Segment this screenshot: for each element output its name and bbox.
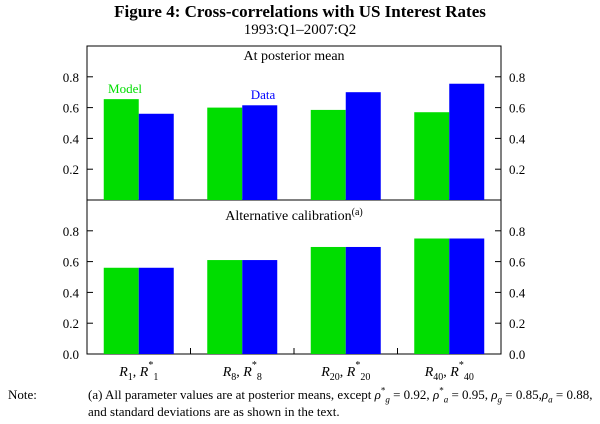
- y-tick-label-left: 0.2: [63, 316, 79, 331]
- bar-posterior-data-2: [242, 105, 278, 200]
- y-tick-label-left: 0.4: [63, 285, 80, 300]
- y-tick-label-left: 0.4: [63, 131, 80, 146]
- y-tick-label-left: 0.2: [63, 162, 79, 177]
- y-tick-label-right: 0.2: [509, 162, 525, 177]
- bar-posterior-data-4: [449, 83, 485, 200]
- bottom-panel-title: Alternative calibration(a): [225, 207, 362, 224]
- bar-alternative-data-4: [449, 238, 485, 354]
- legend-model-label: Model: [108, 81, 142, 96]
- y-tick-label-left: 0.6: [63, 255, 80, 270]
- x-category-label: R8, R*8: [222, 360, 262, 383]
- y-tick-label-right: 0.8: [509, 70, 525, 85]
- bar-posterior-model-3: [310, 109, 346, 200]
- bar-alternative-data-3: [345, 246, 381, 354]
- y-tick-label-left: 0.6: [63, 101, 80, 116]
- x-category-label: R1, R*1: [118, 360, 158, 383]
- top-panel-title: At posterior mean: [243, 49, 344, 64]
- y-tick-label-left: 0.8: [63, 70, 79, 85]
- x-category-label: R40, R*40: [424, 360, 474, 383]
- bar-alternative-data-1: [138, 267, 174, 354]
- y-tick-label-right: 0.6: [509, 255, 526, 270]
- bar-alternative-model-3: [310, 246, 346, 354]
- bar-alternative-model-1: [103, 267, 139, 354]
- legend-data-label: Data: [251, 87, 276, 102]
- bar-posterior-data-1: [138, 113, 174, 200]
- bar-posterior-data-3: [345, 92, 381, 200]
- figure-subtitle: 1993:Q1–2007:Q2: [243, 22, 357, 38]
- bar-posterior-model-1: [103, 99, 139, 200]
- y-tick-label-left: 0.0: [63, 347, 79, 362]
- bar-posterior-model-2: [207, 107, 243, 200]
- x-category-label: R20, R*20: [320, 360, 370, 383]
- y-tick-label-right: 0.6: [509, 101, 526, 116]
- bar-posterior-model-4: [414, 112, 450, 200]
- bar-alternative-model-2: [207, 260, 243, 354]
- y-tick-label-right: 0.0: [509, 347, 525, 362]
- figure-title: Figure 4: Cross-correlations with US Int…: [114, 2, 486, 21]
- y-tick-label-right: 0.2: [509, 316, 525, 331]
- bar-alternative-data-2: [242, 260, 278, 354]
- y-tick-label-left: 0.8: [63, 224, 79, 239]
- y-tick-label-right: 0.4: [509, 131, 526, 146]
- bar-alternative-model-4: [414, 238, 450, 354]
- y-tick-label-right: 0.8: [509, 224, 525, 239]
- y-tick-label-right: 0.4: [509, 285, 526, 300]
- note-label: Note:: [8, 387, 37, 402]
- note-text: (a) All parameter values are at posterio…: [88, 385, 593, 419]
